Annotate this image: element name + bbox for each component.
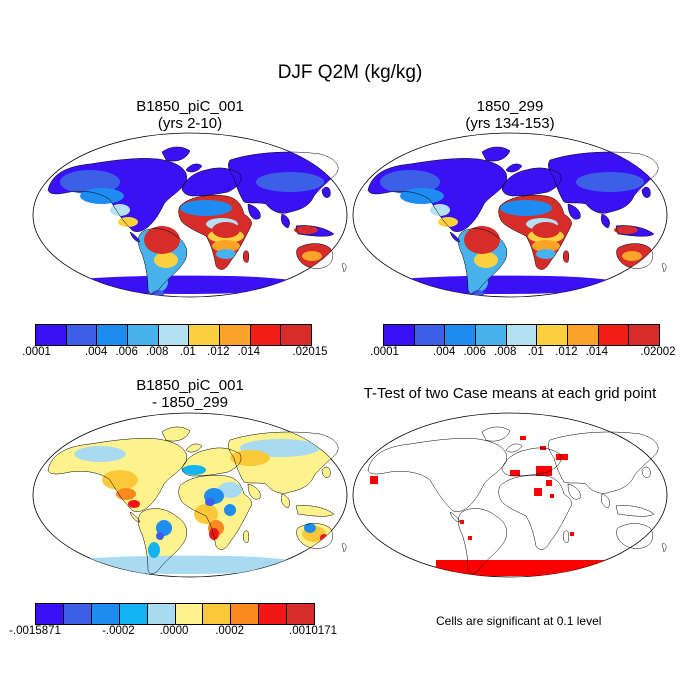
colorbar-label: .02015 <box>292 346 328 358</box>
colorbar-swatch <box>250 325 282 345</box>
colorbar-label: .006 <box>115 346 138 358</box>
colorbar-label: .02002 <box>640 346 676 358</box>
colorbar-swatch <box>568 325 599 345</box>
colorbar-label: .0001 <box>22 346 51 358</box>
colorbar-swatch <box>119 604 148 624</box>
panel-title-bottom-left: B1850_piC_001 - 1850_299 <box>30 377 350 411</box>
colorbar-label: .0000 <box>159 625 189 637</box>
colorbar-swatch <box>384 325 415 345</box>
colorbar-label: .008 <box>494 346 517 358</box>
colorbar-swatch <box>476 325 507 345</box>
colorbar-label: -.0002 <box>102 625 135 637</box>
colorbar-swatch <box>203 604 232 624</box>
figure-title: DJF Q2M (kg/kg) <box>277 62 423 83</box>
map-top-right <box>352 132 668 298</box>
colorbar-labels-top-right: .0001 .004 .006 .008 .01 .012 .014 .02002 <box>370 346 675 362</box>
colorbar-swatch <box>537 325 569 345</box>
colorbar-swatch <box>128 325 159 345</box>
colorbar-label: .014 <box>237 346 261 358</box>
colorbar-swatch <box>189 325 221 345</box>
colorbar-label: .0002 <box>215 625 244 637</box>
colorbar-swatch <box>36 325 67 345</box>
colorbar-label: .014 <box>585 346 609 358</box>
colorbar-labels-top-left: .0001 .004 .006 .008 .01 .012 .014 .02015 <box>22 346 327 362</box>
colorbar-top-right <box>383 324 660 346</box>
panel-title-line2: - 1850_299 <box>152 394 228 411</box>
map-bottom-right <box>352 412 668 578</box>
colorbar-swatch <box>220 325 251 345</box>
panel-title-line1: 1850_299 <box>476 98 544 115</box>
colorbar-swatch <box>63 604 92 624</box>
panel-title-top-right: 1850_299 (yrs 134-153) <box>350 98 670 132</box>
colorbar-swatch <box>598 325 630 345</box>
colorbar-label: -.0015871 <box>9 625 61 637</box>
colorbar-swatch <box>281 325 312 345</box>
panel-title-line1: B1850_piC_001 <box>136 377 244 394</box>
panel-title-line2: (yrs 134-153) <box>465 115 555 132</box>
panel-title-line1: T-Test of two Case means at each grid po… <box>363 385 657 402</box>
panel-title-line1: B1850_piC_001 <box>136 98 244 115</box>
colorbar-swatch <box>175 604 204 624</box>
colorbar-swatch <box>506 325 538 345</box>
colorbar-labels-bottom-left: -.0015871 -.0002 .0000 .0002 .0010171 <box>9 625 337 641</box>
colorbar-label: .0001 <box>370 346 399 358</box>
map-top-left <box>32 132 348 298</box>
colorbar-label: .01 <box>179 346 196 358</box>
panel-title-top-left: B1850_piC_001 (yrs 2-10) <box>30 98 350 132</box>
colorbar-label: .004 <box>84 346 108 358</box>
significance-note: Cells are significant at 0.1 level <box>436 614 602 628</box>
colorbar-label: .004 <box>432 346 456 358</box>
colorbar-top-left <box>35 324 312 346</box>
colorbar-swatch <box>158 325 190 345</box>
panel-title-line2: (yrs 2-10) <box>157 115 223 132</box>
colorbar-swatch <box>36 604 64 624</box>
colorbar-label: .012 <box>555 346 578 358</box>
colorbar-label: .008 <box>146 346 169 358</box>
colorbar-label: .01 <box>527 346 544 358</box>
colorbar-swatch <box>259 604 288 624</box>
map-bottom-left <box>32 412 348 578</box>
colorbar-swatch <box>97 325 129 345</box>
colorbar-swatch <box>231 604 260 624</box>
panel-title-bottom-right: T-Test of two Case means at each grid po… <box>340 385 680 402</box>
colorbar-bottom-left <box>35 603 315 625</box>
colorbar-swatch <box>414 325 446 345</box>
colorbar-swatch <box>629 325 660 345</box>
colorbar-swatch <box>445 325 477 345</box>
colorbar-label: .006 <box>463 346 486 358</box>
colorbar-label: .0010171 <box>289 625 337 637</box>
colorbar-swatch <box>287 604 315 624</box>
colorbar-label: .012 <box>207 346 230 358</box>
colorbar-swatch <box>147 604 176 624</box>
colorbar-swatch <box>91 604 120 624</box>
colorbar-swatch <box>66 325 98 345</box>
